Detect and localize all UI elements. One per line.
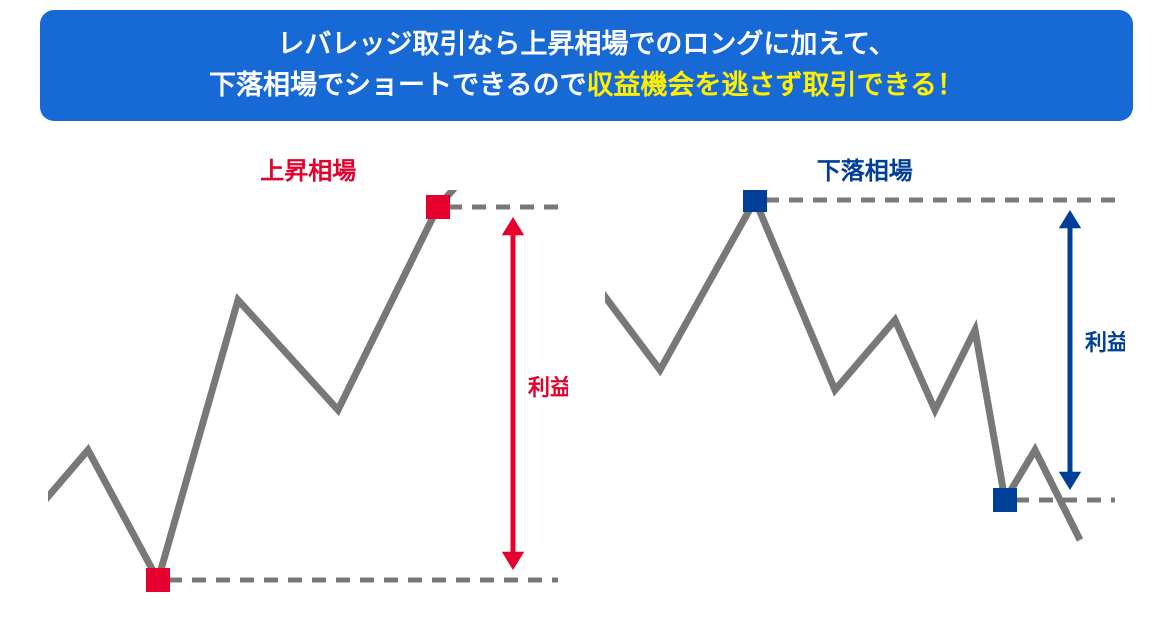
uptrend-price-line [48, 190, 483, 580]
downtrend-chart: 利益 [605, 190, 1125, 610]
headline-banner: レバレッジ取引なら上昇相場でのロングに加えて、 下落相場でショートできるので収益… [40, 10, 1133, 121]
headline-line1: レバレッジ取引なら上昇相場でのロングに加えて、 [60, 24, 1113, 65]
downtrend-exit-marker [993, 488, 1017, 512]
downtrend-entry-marker [743, 190, 767, 212]
panel-downtrend: 下落相場 利益 [605, 151, 1125, 610]
charts-row: 上昇相場 利益 下落相場 利益 [0, 151, 1173, 610]
uptrend-profit-arrow [502, 217, 524, 570]
headline-line2-white: 下落相場でショートできるので [209, 70, 586, 100]
uptrend-profit-label: 利益 [528, 375, 568, 400]
uptrend-entry-marker [146, 568, 170, 592]
panel-uptrend: 上昇相場 利益 [48, 151, 568, 610]
uptrend-chart: 利益 [48, 190, 568, 610]
headline-line2-yellow: 収益機会を逃さず取引できる！ [587, 70, 964, 100]
downtrend-profit-label: 利益 [1085, 330, 1125, 355]
downtrend-profit-arrow [1059, 210, 1081, 490]
uptrend-exit-marker [426, 195, 450, 219]
panel-downtrend-title: 下落相場 [605, 151, 1125, 186]
panel-uptrend-title: 上昇相場 [48, 151, 568, 186]
